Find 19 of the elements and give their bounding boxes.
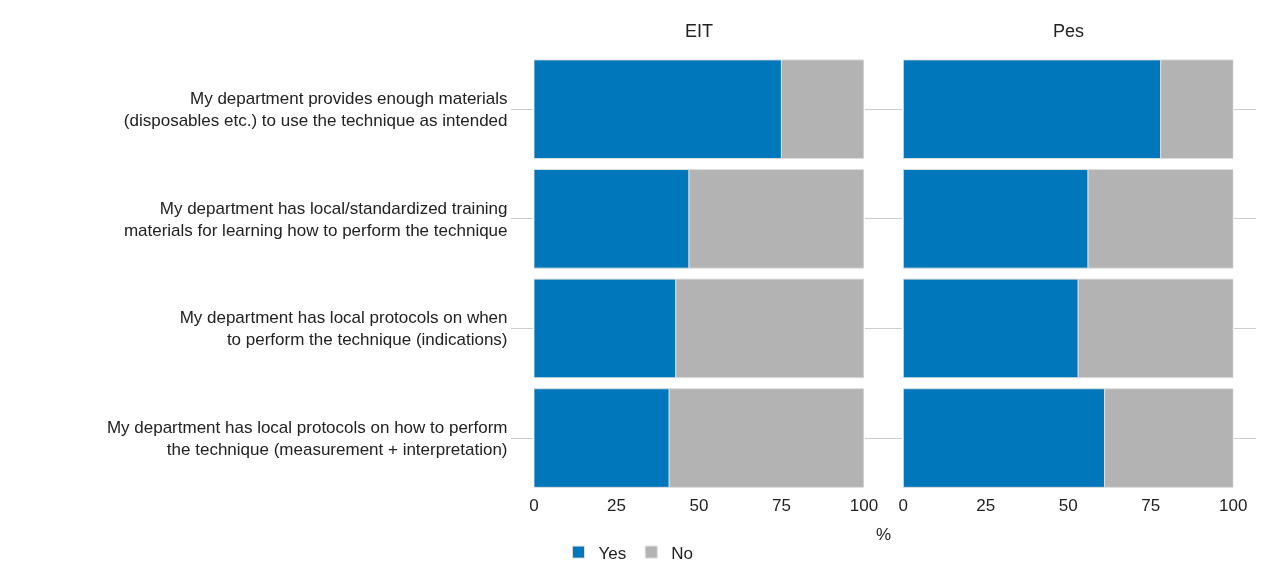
x-tick-label: 0 [898, 495, 909, 515]
y-tick-label: My department provides enough materials (disposables etc.) to use the technique as intended [123, 89, 508, 131]
chart-title: Pes [1053, 21, 1085, 41]
x-tick-label: 50 [689, 495, 709, 515]
y-tick-label: My department has local protocols on how to perform the technique (measurement + interpretation) [106, 417, 508, 460]
x-tick-label: 75 [1141, 495, 1161, 515]
x-tick-label: 25 [606, 495, 626, 515]
chart-title: EIT [685, 21, 714, 41]
x-tick-label: 100 [849, 495, 879, 515]
x-tick-label: 25 [976, 495, 996, 515]
legend-label: No [671, 543, 693, 563]
legend-label: Yes [598, 543, 627, 563]
x-tick-label: 100 [1219, 495, 1248, 515]
x-axis-title: % [876, 525, 892, 544]
y-tick-label: My department has local/standardized training materials for learning how to perform the technique [123, 198, 508, 240]
x-tick-label: 50 [1058, 495, 1078, 515]
x-tick-label: 75 [771, 495, 791, 515]
x-tick-label: 0 [529, 495, 539, 515]
y-tick-label: My department has local protocols on when to perform the technique (indications) [179, 308, 508, 350]
